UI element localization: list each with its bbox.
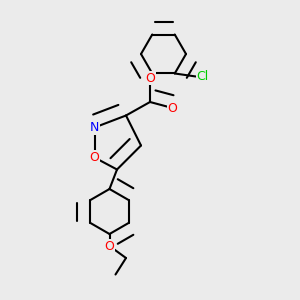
Text: O: O <box>168 101 177 115</box>
Text: O: O <box>90 151 99 164</box>
Text: Cl: Cl <box>196 70 208 83</box>
Text: O: O <box>105 239 114 253</box>
Text: N: N <box>90 121 99 134</box>
Text: O: O <box>145 71 155 85</box>
